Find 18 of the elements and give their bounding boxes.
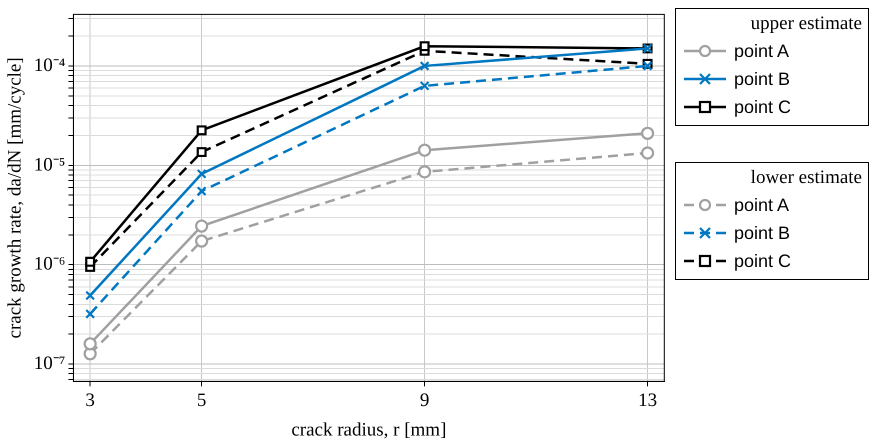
x-tick-label: 3 <box>85 390 95 411</box>
legend-label: point B <box>734 68 790 90</box>
legend-label: point C <box>734 96 792 118</box>
legend-label: point C <box>734 250 792 272</box>
y-tick-label: 10⁻⁶ <box>34 254 66 275</box>
x-tick-label: 9 <box>420 390 430 411</box>
text: upper estimate <box>750 13 862 35</box>
legend-label: point A <box>734 194 790 216</box>
y-tick-label: 10⁻⁴ <box>34 54 66 76</box>
y-tick-label: 10⁻⁵ <box>34 154 66 176</box>
y-tick-label: 10⁻⁷ <box>34 353 66 374</box>
x-tick-label: 5 <box>196 390 206 411</box>
x-axis-title: crack radius, r [mm] <box>291 420 446 441</box>
legend-label: point A <box>734 40 790 62</box>
text: lower estimate <box>750 167 862 189</box>
x-tick-label: 13 <box>638 390 658 411</box>
y-axis-title: crack growth rate, da/dN [mm/cycle] <box>4 57 26 338</box>
legend-label: point B <box>734 222 790 244</box>
